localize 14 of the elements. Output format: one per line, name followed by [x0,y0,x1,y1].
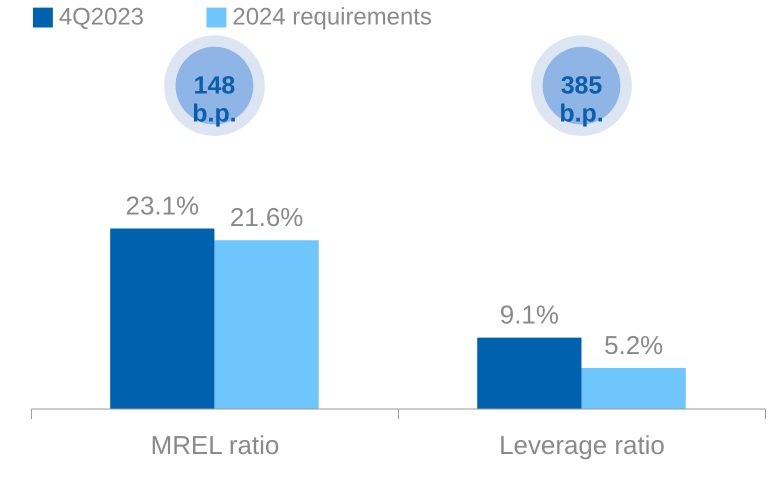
bar [477,338,582,409]
bar [110,228,214,409]
data-label: 9.1% [500,302,559,330]
legend-label: 2024 requirements [232,4,432,31]
bar [214,240,319,409]
data-label: 21.6% [230,204,304,232]
data-label: 5.2% [604,332,664,360]
legend-label: 4Q2023 [58,4,144,31]
bar [581,368,686,409]
text: 385 b.p. [559,72,604,128]
text: 148 b.p. [192,72,237,128]
x-tick-label: MREL ratio [150,432,280,460]
data-label: 23.1% [126,192,200,221]
x-tick-label: Leverage ratio [499,432,665,460]
